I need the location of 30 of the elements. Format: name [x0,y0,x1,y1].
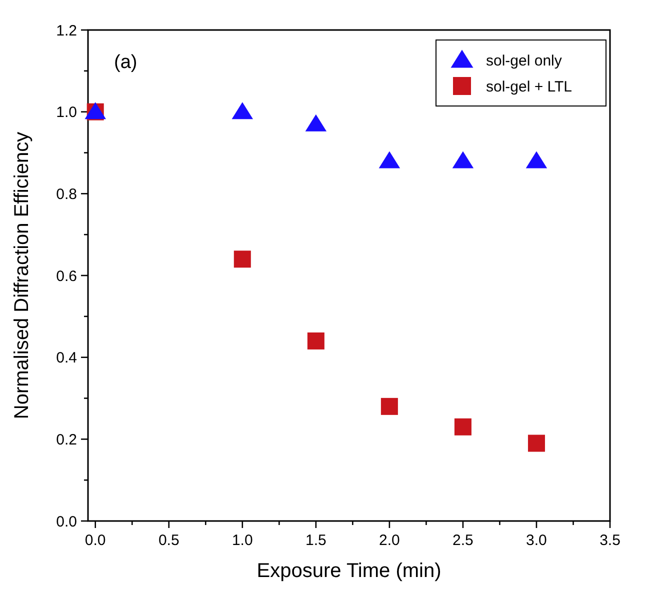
point [305,114,327,132]
x-axis-title: Exposure Time (min) [256,560,442,582]
x-tick-label: 2.5 [452,532,474,549]
point [452,151,474,168]
y-tick-label: 0.8 [56,186,77,203]
x-tick-label: 0.5 [158,532,180,549]
x-tick-label: 0.0 [84,532,106,549]
y-tick-label: 1.2 [56,22,77,40]
annotation: (a) [114,52,138,73]
y-tick-label: 0.2 [56,431,77,448]
point [232,102,254,120]
point [380,398,398,415]
point [526,151,548,168]
y-tick-label: 0.0 [56,513,77,530]
x-tick-label: 3.0 [526,532,547,549]
point [528,434,545,452]
x-tick-label: 2.0 [379,532,400,549]
y-tick-label: 1.0 [56,104,77,122]
y-tick-label: 0.6 [56,268,77,285]
x-tick-label: 1.0 [232,532,253,549]
point [307,332,324,350]
point [454,418,472,436]
x-tick-label: 3.5 [600,532,620,549]
legend-label: sol-gel only [486,52,562,70]
x-tick-label: 1.5 [305,532,326,549]
legend-label: sol-gel + LTL [486,78,572,96]
y-tick-label: 0.4 [56,350,77,367]
y-axis-title: Normalised Diffraction Efficiency [11,132,33,420]
point [378,151,400,168]
point [234,250,251,268]
